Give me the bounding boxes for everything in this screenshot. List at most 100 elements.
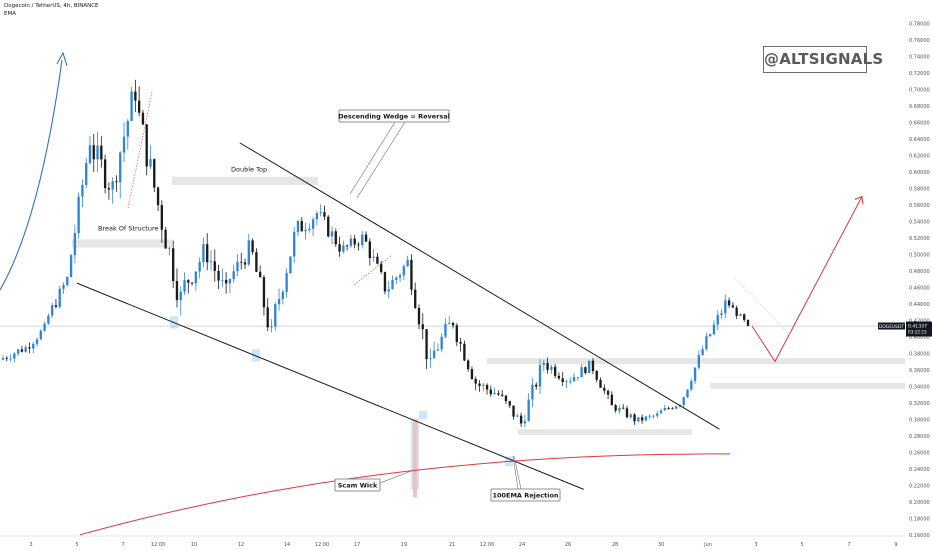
candle-body bbox=[372, 256, 375, 259]
x-tick-label: 19 bbox=[401, 542, 407, 548]
support-resistance-zone bbox=[72, 239, 172, 248]
price-tag-value: 0.41337 bbox=[908, 324, 927, 330]
y-tick-label: 0.54000 bbox=[909, 219, 930, 225]
altsignals-watermark: @ALTSIGNALS bbox=[763, 46, 883, 73]
candle-body bbox=[512, 405, 515, 417]
y-tick-label: 0.42000 bbox=[909, 318, 930, 324]
candle-body bbox=[535, 384, 538, 387]
candle-body bbox=[100, 145, 103, 160]
wedge-lower-trendline bbox=[76, 282, 584, 490]
y-tick-label: 0.60000 bbox=[909, 170, 930, 176]
candle-body bbox=[376, 256, 379, 264]
candle-body bbox=[107, 188, 111, 190]
candle-body bbox=[444, 324, 447, 337]
candle-body bbox=[85, 163, 88, 185]
candle-body bbox=[674, 406, 678, 409]
x-tick-label: 10 bbox=[191, 542, 197, 548]
candle-body bbox=[380, 263, 383, 273]
candle-body bbox=[712, 324, 716, 335]
candle-body bbox=[663, 408, 666, 411]
candle-body bbox=[69, 255, 73, 277]
candle-body bbox=[266, 307, 269, 328]
x-tick-label: 12:00 bbox=[151, 542, 165, 548]
candle-body bbox=[198, 261, 201, 272]
candle-body bbox=[179, 291, 182, 301]
candle-body bbox=[652, 415, 655, 417]
candle-body bbox=[293, 232, 296, 257]
candle-body bbox=[43, 323, 46, 331]
y-tick-label: 0.46000 bbox=[909, 285, 930, 291]
candle-body bbox=[304, 229, 307, 232]
candle-body bbox=[236, 261, 239, 272]
candle-body bbox=[516, 415, 519, 417]
candle-body bbox=[690, 381, 693, 390]
candle-body bbox=[361, 234, 364, 246]
candle-body bbox=[92, 145, 95, 160]
candle-body bbox=[671, 408, 674, 410]
candle-body bbox=[270, 326, 273, 328]
pattern-guide bbox=[734, 277, 791, 336]
candle-body bbox=[724, 300, 727, 314]
callout-line bbox=[379, 469, 415, 484]
projection-arrowhead bbox=[854, 195, 864, 205]
candle-body bbox=[565, 381, 568, 383]
candle-body bbox=[156, 187, 160, 206]
candle-body bbox=[126, 120, 129, 137]
candle-body bbox=[391, 279, 394, 290]
candle-body bbox=[228, 279, 232, 284]
candle-body bbox=[221, 279, 224, 281]
y-tick-label: 0.74000 bbox=[909, 54, 930, 60]
candle-body bbox=[232, 271, 235, 280]
candle-body bbox=[9, 358, 12, 360]
chart-symbol-title: Dogecoin / TetherUS, 4h, BINANCE bbox=[4, 3, 99, 9]
candle-body bbox=[39, 330, 42, 340]
candle-body bbox=[81, 184, 84, 197]
x-tick-label: 26 bbox=[565, 542, 571, 548]
candle-body bbox=[478, 383, 481, 386]
candle-body bbox=[183, 280, 186, 292]
candle-body bbox=[550, 366, 553, 370]
candle-body bbox=[402, 266, 406, 276]
x-tick-label: 14 bbox=[284, 542, 290, 548]
price-tag-countdown: 03:22:15 bbox=[908, 330, 927, 335]
candle-body bbox=[497, 393, 500, 395]
candle-body bbox=[16, 349, 20, 354]
candle-body bbox=[603, 387, 606, 391]
candle-body bbox=[54, 305, 58, 307]
candle-body bbox=[501, 394, 504, 396]
candle-body bbox=[659, 410, 663, 414]
candle-body bbox=[629, 414, 632, 418]
candle-body bbox=[451, 322, 455, 326]
scam-wick-label-box bbox=[334, 478, 381, 492]
candle-body bbox=[682, 397, 685, 405]
candle-body bbox=[667, 408, 670, 409]
candle-body bbox=[542, 362, 545, 366]
ema-indicator-label: EMA bbox=[4, 11, 16, 17]
candle-body bbox=[489, 389, 493, 395]
candle-body bbox=[591, 360, 595, 372]
symbol-tag bbox=[878, 322, 905, 330]
candle-body bbox=[258, 271, 262, 278]
candle-body bbox=[296, 221, 300, 233]
candle-body bbox=[122, 136, 126, 153]
candle-body bbox=[417, 307, 421, 325]
x-tick-label: 5 bbox=[800, 542, 803, 548]
price-axis bbox=[905, 0, 932, 550]
y-tick-label: 0.72000 bbox=[909, 71, 930, 77]
x-tick-label: 21 bbox=[449, 542, 455, 548]
candle-body bbox=[217, 270, 220, 281]
candle-body bbox=[622, 407, 625, 409]
candle-body bbox=[614, 405, 617, 411]
candle-body bbox=[160, 205, 164, 230]
y-tick-label: 0.38000 bbox=[909, 351, 930, 357]
candle-body bbox=[285, 273, 288, 292]
candle-body bbox=[508, 401, 511, 406]
candle-body bbox=[735, 307, 738, 316]
candle-body bbox=[387, 289, 390, 292]
candle-body bbox=[633, 414, 636, 422]
y-tick-label: 0.40000 bbox=[909, 335, 930, 341]
candle-body bbox=[739, 314, 742, 316]
candle-body bbox=[727, 300, 731, 306]
candle-body bbox=[584, 367, 587, 374]
